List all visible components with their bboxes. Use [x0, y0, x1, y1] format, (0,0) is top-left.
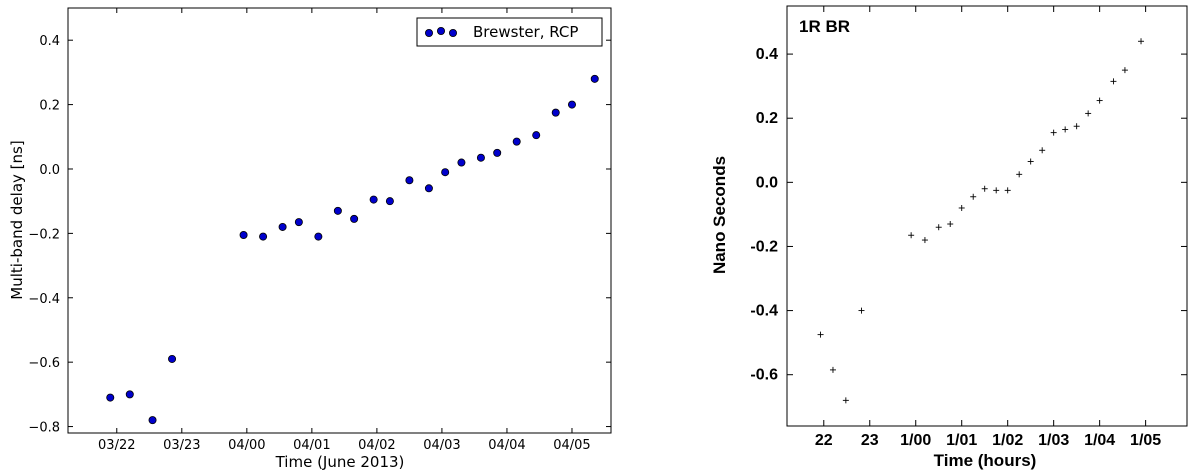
data-point	[532, 131, 541, 140]
legend: Brewster, RCP	[416, 17, 603, 47]
legend-marker-dot	[424, 28, 433, 37]
data-point	[259, 232, 268, 241]
data-point	[350, 214, 359, 223]
x-tick-label: 04/03	[423, 438, 460, 453]
left-plot-frame	[67, 7, 612, 434]
x-tick-label: 23	[861, 432, 879, 449]
data-point	[1096, 97, 1103, 104]
y-tick-label: 0.2	[756, 110, 778, 127]
x-tick-label: 04/04	[488, 438, 525, 453]
x-tick-label: 03/23	[163, 438, 200, 453]
data-point	[369, 195, 378, 204]
data-point	[1062, 126, 1069, 133]
data-point	[148, 416, 157, 425]
data-point	[981, 185, 988, 192]
x-tick-label: 04/05	[553, 438, 590, 453]
y-tick-label: −0.8	[28, 421, 60, 436]
data-point	[858, 307, 865, 314]
x-tick-label: 1/03	[1038, 432, 1069, 449]
data-point	[278, 222, 287, 231]
right-x-axis-label: Time (hours)	[934, 451, 1037, 470]
right-chart: 22 23 1/00 1/01 1/02 1/03 1/04 1/05 -0.6 -0.4 -0.2…	[710, 5, 1188, 470]
y-tick-label: −0.6	[28, 356, 60, 371]
data-point	[958, 204, 965, 211]
data-point	[1138, 38, 1145, 45]
x-tick-label: 04/01	[293, 438, 330, 453]
data-point	[333, 206, 342, 215]
data-point	[1016, 171, 1023, 178]
data-point	[424, 184, 433, 193]
legend-entry: Brewster, RCP	[473, 23, 578, 41]
data-point	[476, 153, 485, 162]
y-tick-label: -0.4	[750, 303, 778, 320]
legend-marker-dot	[448, 28, 457, 37]
y-tick-label: 0.2	[39, 99, 60, 114]
data-point	[405, 176, 414, 185]
data-point	[1004, 187, 1011, 194]
data-point	[1039, 147, 1046, 154]
data-point	[239, 230, 248, 239]
left-chart: 03/22 03/23 04/00 04/01 04/02 04/03 04/04 04/05…	[8, 7, 612, 471]
data-point	[457, 158, 466, 167]
x-tick-label: 22	[815, 432, 833, 449]
y-tick-label: 0.0	[39, 163, 60, 178]
data-point	[1027, 158, 1034, 165]
data-point	[935, 224, 942, 231]
data-point	[551, 108, 560, 117]
legend-marker-dot	[436, 26, 445, 35]
right-marks: 22 23 1/00 1/01 1/02 1/03 1/04 1/05 -0.6 -0.4 -0.2…	[750, 6, 1187, 449]
x-tick-label: 1/01	[946, 432, 977, 449]
x-tick-label: 03/22	[98, 438, 135, 453]
left-y-axis-label: Multi-band delay [ns]	[8, 140, 26, 299]
data-point	[1073, 123, 1080, 130]
data-point	[168, 354, 177, 363]
data-point	[908, 232, 915, 239]
x-tick-label: 1/02	[992, 432, 1023, 449]
x-tick-label: 1/04	[1084, 432, 1115, 449]
left-x-axis-label: Time (June 2013)	[275, 453, 405, 471]
y-tick-label: 0.0	[756, 174, 778, 191]
data-point	[1121, 67, 1128, 74]
data-point	[567, 100, 576, 109]
y-tick-label: −0.4	[28, 292, 60, 307]
right-chart-title: 1R BR	[799, 17, 850, 36]
y-tick-label: 0.4	[756, 46, 778, 63]
x-tick-label: 1/05	[1130, 432, 1161, 449]
data-point	[590, 74, 599, 83]
data-point	[294, 218, 303, 227]
x-tick-label: 1/00	[900, 432, 931, 449]
data-point	[385, 197, 394, 206]
data-point	[993, 187, 1000, 194]
data-point	[441, 168, 450, 177]
data-point	[1050, 129, 1057, 136]
data-point	[817, 331, 824, 338]
y-tick-label: 0.4	[39, 34, 60, 49]
data-point	[1085, 110, 1092, 117]
data-point	[842, 397, 849, 404]
data-point	[106, 393, 115, 402]
data-point	[1110, 78, 1117, 85]
left-marks: 03/22 03/23 04/00 04/01 04/02 04/03 04/04 04/05…	[28, 8, 611, 453]
data-point	[970, 193, 977, 200]
data-point	[921, 237, 928, 244]
data-point	[493, 148, 502, 157]
legend-box	[416, 17, 603, 47]
right-plot-frame	[786, 5, 1188, 427]
data-point	[829, 366, 836, 373]
x-tick-label: 04/00	[228, 438, 265, 453]
data-point	[314, 232, 323, 241]
right-y-axis-label: Nano Seconds	[710, 156, 729, 274]
x-tick-label: 04/02	[358, 438, 395, 453]
y-tick-label: -0.6	[750, 367, 778, 384]
y-tick-label: -0.2	[750, 238, 778, 255]
data-point	[125, 390, 134, 399]
y-tick-label: −0.2	[28, 227, 60, 242]
data-point	[512, 137, 521, 146]
data-point	[947, 221, 954, 228]
